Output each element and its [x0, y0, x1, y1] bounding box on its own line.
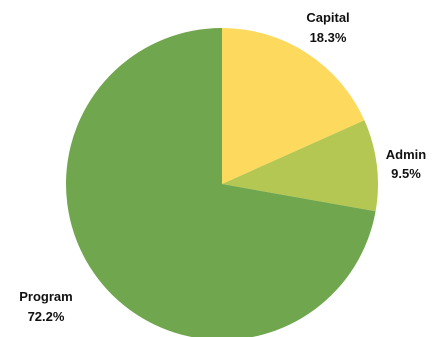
pie-slice-program — [66, 28, 376, 337]
slice-label-program: Program — [19, 289, 72, 304]
slice-label-admin: Admin — [386, 147, 427, 162]
slice-value-admin: 9.5% — [391, 166, 421, 181]
pie-slice-admin — [222, 120, 378, 212]
slice-value-capital: 18.3% — [310, 30, 347, 45]
pie-slice-capital — [222, 28, 365, 184]
slice-value-program: 72.2% — [28, 309, 65, 324]
slice-label-capital: Capital — [306, 10, 349, 25]
pie-slices — [66, 28, 378, 337]
pie-labels: Capital 18.3% Admin 9.5% Program 72.2% — [19, 10, 426, 324]
